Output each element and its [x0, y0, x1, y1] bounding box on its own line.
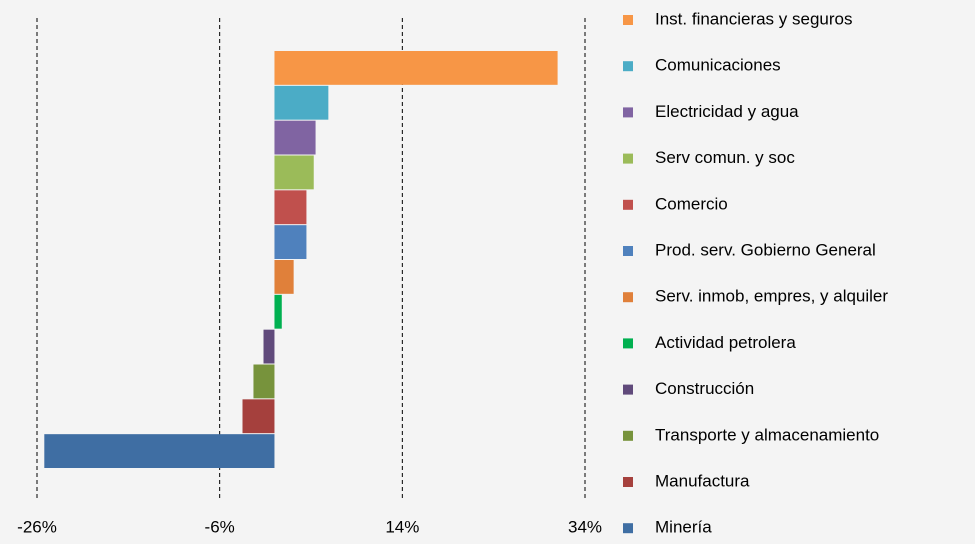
legend-label: Serv comun. y soc [655, 148, 795, 167]
bar [263, 329, 275, 364]
legend-swatch [623, 199, 633, 210]
legend-swatch [623, 523, 633, 534]
legend-label: Manufactura [655, 471, 750, 490]
x-tick-label: -26% [17, 517, 57, 536]
legend-label: Electricidad y agua [655, 102, 799, 121]
bar [242, 399, 275, 434]
legend-label: Transporte y almacenamiento [655, 425, 879, 444]
legend-swatch [623, 107, 633, 118]
bar [274, 120, 316, 155]
bar [274, 155, 314, 190]
bar [274, 225, 307, 259]
legend-label: Inst. financieras y seguros [655, 9, 852, 28]
bar [274, 294, 282, 329]
x-tick-label: 34% [568, 517, 602, 536]
legend-label: Minería [655, 518, 712, 537]
legend-label: Construcción [655, 379, 754, 398]
x-tick-label: 14% [385, 517, 419, 536]
bar [274, 51, 558, 85]
legend-swatch [623, 292, 633, 303]
x-tick-label: -6% [205, 517, 235, 536]
legend-label: Actividad petrolera [655, 333, 796, 352]
legend-label: Prod. serv. Gobierno General [655, 240, 876, 259]
legend-swatch [623, 246, 633, 256]
legend-swatch [623, 15, 633, 25]
legend-swatch [623, 338, 633, 349]
legend-swatch [623, 153, 633, 164]
bar [274, 190, 307, 225]
legend-label: Comercio [655, 194, 728, 213]
legend-label: Comunicaciones [655, 56, 781, 75]
legend-swatch [623, 477, 633, 487]
bar [253, 364, 275, 399]
legend-swatch [623, 61, 633, 72]
bar [44, 434, 275, 468]
bar [274, 85, 329, 120]
bar [274, 260, 294, 294]
legend-swatch [623, 430, 633, 441]
legend-swatch [623, 384, 633, 395]
legend-label: Serv. inmob, empres, y alquiler [655, 287, 888, 306]
